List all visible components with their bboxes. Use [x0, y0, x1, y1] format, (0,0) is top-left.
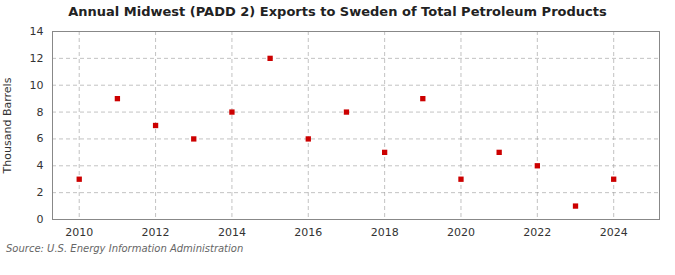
svg-text:2010: 2010: [65, 226, 93, 239]
svg-text:10: 10: [30, 79, 44, 92]
svg-text:2012: 2012: [142, 226, 170, 239]
svg-text:2022: 2022: [523, 226, 551, 239]
svg-text:2024: 2024: [600, 226, 628, 239]
svg-text:4: 4: [37, 159, 44, 172]
svg-text:2018: 2018: [371, 226, 399, 239]
svg-text:0: 0: [37, 213, 44, 226]
html-text:Source: U.S. Energy Informatio: Source: U.S. Energy Information Administ…: [6, 243, 244, 254]
svg-text:8: 8: [37, 106, 44, 119]
svg-text:2014: 2014: [218, 226, 246, 239]
svg-text:2: 2: [37, 186, 44, 199]
svg-text:2016: 2016: [294, 226, 322, 239]
svg-text:2020: 2020: [447, 226, 475, 239]
svg-text:6: 6: [37, 132, 44, 145]
svg-text:12: 12: [30, 52, 44, 65]
svg-text:14: 14: [30, 25, 44, 38]
svg-text:Thousand Barrels: Thousand Barrels: [1, 77, 14, 174]
html-text:Annual Midwest (PADD 2) Export: Annual Midwest (PADD 2) Exports to Swede…: [68, 4, 607, 19]
